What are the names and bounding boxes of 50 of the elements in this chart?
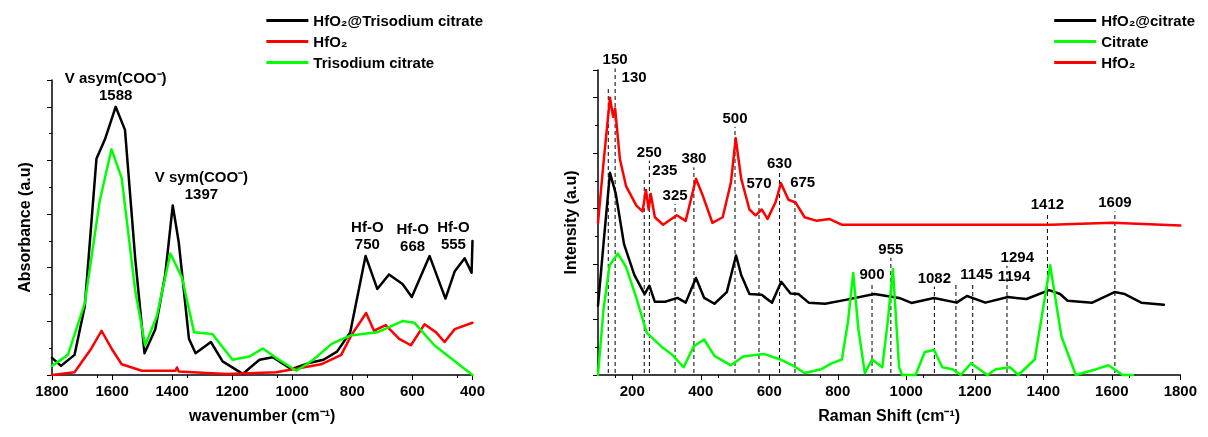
x-tick-label: 1600	[95, 382, 129, 399]
y-axis-title: Intensity (a.u)	[561, 170, 579, 275]
x-tick-label: 1600	[1095, 382, 1129, 399]
x-tick-label: 1800	[35, 382, 69, 399]
x-tick-label: 1200	[215, 382, 249, 399]
ref-line-label: 500	[722, 108, 748, 126]
ref-line-label: 150	[602, 50, 628, 68]
ref-line-label: 235	[652, 160, 678, 178]
x-tick-label: 200	[619, 382, 645, 399]
x-tick-label: 1800	[1163, 382, 1197, 399]
x-tick-label: 800	[825, 382, 851, 399]
legend-label: HfO₂	[313, 33, 348, 50]
annotation: Hf-O 555	[437, 217, 471, 252]
ref-line-label: 955	[878, 239, 904, 257]
annotation: Hf-O 750	[351, 217, 384, 252]
x-tick-label: 1000	[275, 382, 309, 399]
ref-line-label: 1294	[1000, 247, 1035, 265]
ref-line-label: 570	[746, 174, 772, 192]
ref-line-label: 1412	[1030, 195, 1065, 213]
x-axis-title: wavenumber (cm⁻¹)	[188, 406, 336, 424]
ref-line-label: 675	[790, 173, 816, 191]
legend-label: Citrate	[1101, 33, 1149, 50]
x-tick-label: 800	[339, 382, 365, 399]
x-tick-label: 400	[688, 382, 714, 399]
x-tick-label: 600	[399, 382, 425, 399]
ref-line-label: 1609	[1098, 193, 1132, 211]
annotation: Hf-O 668	[396, 220, 430, 255]
x-tick-label: 1000	[889, 382, 923, 399]
legend-label: HfO₂@citrate	[1101, 12, 1195, 29]
ref-line-label: 1145	[960, 265, 993, 283]
legend-label: HfO₂	[1101, 54, 1136, 71]
legend-label: Trisodium citrate	[313, 54, 435, 71]
x-tick-label: 1400	[155, 382, 189, 399]
annotation: V asym(COO⁻) 1588	[64, 68, 167, 103]
annotation: V sym(COO⁻) 1397	[154, 167, 249, 202]
ref-line-label: 250	[636, 142, 662, 160]
ref-line-label: 900	[859, 264, 885, 282]
x-tick-label: 600	[756, 382, 782, 399]
legend-label: HfO₂@Trisodium citrate	[313, 12, 484, 29]
ref-line-label: 630	[767, 153, 793, 171]
ref-line-label: 325	[662, 185, 688, 203]
x-tick-label: 400	[459, 382, 485, 399]
ref-line-label: 1194	[997, 266, 1031, 284]
ref-line-label: 380	[681, 149, 707, 167]
x-tick-label: 1400	[1026, 382, 1060, 399]
x-axis-title: Raman Shift (cm⁻¹)	[818, 406, 961, 424]
ref-line-label: 130	[621, 68, 647, 86]
ref-line-label: 1082	[917, 268, 952, 286]
y-axis-title: Absorbance (a.u)	[15, 162, 33, 293]
x-tick-label: 1200	[958, 382, 992, 399]
